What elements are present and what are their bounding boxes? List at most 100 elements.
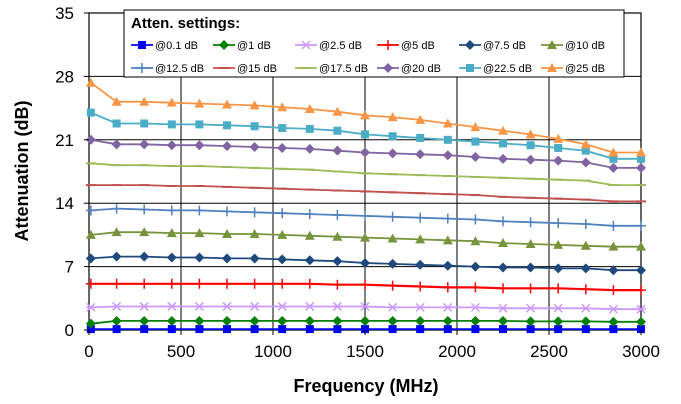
series-0-point-15 xyxy=(499,325,507,334)
series-9-point-14 xyxy=(470,152,481,163)
series-0-point-19 xyxy=(609,325,618,334)
series-2-point-0 xyxy=(85,302,96,312)
y-tick-label-2: 14 xyxy=(55,194,74,213)
series-5-point-7 xyxy=(277,229,288,239)
series-5-point-3 xyxy=(166,228,177,238)
series-10-point-18 xyxy=(581,146,590,155)
series-5-point-10 xyxy=(360,232,370,242)
series-9-point-4 xyxy=(194,140,205,151)
series-1-point-9 xyxy=(332,315,343,326)
series-1-point-11 xyxy=(387,315,398,326)
series-3-point-1 xyxy=(111,278,122,289)
series-5-point-4 xyxy=(194,228,205,238)
series-9-point-1 xyxy=(111,139,122,150)
series-3-point-9 xyxy=(332,279,343,290)
legend-label-5: @10 dB xyxy=(565,40,605,52)
series-10-point-12 xyxy=(416,133,425,142)
series-3-point-14 xyxy=(470,282,481,293)
series-2-point-12 xyxy=(415,302,426,312)
series-11-point-1 xyxy=(111,96,122,106)
y-tick-label-5: 35 xyxy=(55,4,74,23)
legend-item-1: @1 dB xyxy=(213,40,271,52)
series-3-point-20 xyxy=(636,285,646,296)
series-6-point-12 xyxy=(415,212,426,223)
series-10 xyxy=(86,108,645,163)
legend-item-8: @17.5 dB xyxy=(295,63,368,75)
series-5-point-17 xyxy=(553,239,564,249)
series-3-point-15 xyxy=(498,283,508,294)
y-tick-label-0: 0 xyxy=(65,321,74,340)
series-10-point-3 xyxy=(167,120,176,129)
series-11-point-4 xyxy=(194,98,205,108)
series-9-point-0 xyxy=(85,134,96,145)
y-tick-label-3: 21 xyxy=(55,131,74,150)
series-6-point-2 xyxy=(139,204,150,215)
series-3-point-5 xyxy=(222,278,232,289)
series-11-point-2 xyxy=(139,96,150,106)
series-6 xyxy=(85,203,646,231)
series-0-point-8 xyxy=(305,325,314,334)
series-6-point-13 xyxy=(442,213,453,224)
series-0-point-17 xyxy=(554,325,563,334)
legend-label-11: @25 dB xyxy=(565,63,605,75)
series-4-point-11 xyxy=(387,258,398,269)
x-tick-label-6: 3000 xyxy=(622,342,660,361)
x-axis-ticks: 0 500 1000 1500 2000 2500 3000 xyxy=(84,330,660,361)
series-6-point-14 xyxy=(470,214,481,225)
series-11 xyxy=(85,77,646,157)
series-10-point-7 xyxy=(278,124,287,133)
series-5 xyxy=(85,227,646,251)
series-10-point-19 xyxy=(609,154,618,163)
series-3-point-7 xyxy=(277,278,288,289)
series-1-point-13 xyxy=(442,315,453,326)
series-11-point-11 xyxy=(387,112,398,122)
legend-label-10: @22.5 dB xyxy=(483,63,532,75)
series-11-point-13 xyxy=(442,118,453,128)
series-11-point-14 xyxy=(470,122,481,132)
series-6-point-18 xyxy=(580,219,591,230)
series-5-point-16 xyxy=(525,238,536,248)
series-2-point-6 xyxy=(249,301,260,311)
series-0-point-0 xyxy=(86,325,95,334)
series-5-point-9 xyxy=(332,231,343,241)
legend-item-10: @22.5 dB xyxy=(459,63,532,75)
y-axis-title: Attenuation (dB) xyxy=(12,101,32,242)
legend-marker-3 xyxy=(383,40,393,50)
series-5-point-5 xyxy=(222,228,232,238)
legend-item-4: @7.5 dB xyxy=(459,40,526,52)
series-0-point-20 xyxy=(637,325,645,334)
series-9-point-9 xyxy=(332,145,343,156)
series-6-point-6 xyxy=(249,207,260,218)
series-11-point-20 xyxy=(636,147,646,157)
legend-marker-2 xyxy=(301,40,311,50)
series-2-point-19 xyxy=(608,304,619,314)
legend-item-9: @20 dB xyxy=(377,63,441,75)
series-2-point-16 xyxy=(525,303,536,313)
legend-item-11: @25 dB xyxy=(541,63,605,75)
series-0-point-7 xyxy=(278,325,287,334)
x-tick-label-3: 1500 xyxy=(346,342,384,361)
series-4-point-20 xyxy=(636,265,646,276)
series-1-point-18 xyxy=(580,316,591,327)
series-0-point-9 xyxy=(333,325,342,334)
series-3-point-16 xyxy=(525,283,536,294)
series-6-point-4 xyxy=(194,205,205,216)
series-5-point-20 xyxy=(636,241,646,251)
legend-marker-9 xyxy=(383,63,393,73)
series-11-point-10 xyxy=(360,110,370,120)
series-2-point-2 xyxy=(139,301,150,311)
legend-marker-10 xyxy=(466,64,474,72)
legend-marker-4 xyxy=(465,40,475,50)
series-2-point-14 xyxy=(470,302,481,312)
series-6-point-8 xyxy=(304,209,315,220)
series-6-point-19 xyxy=(608,220,619,231)
legend-marker-11 xyxy=(547,63,557,72)
legend-label-1: @1 dB xyxy=(237,40,271,52)
series-9-point-16 xyxy=(525,154,536,165)
series-5-point-11 xyxy=(387,233,398,243)
series-4-point-3 xyxy=(166,252,177,263)
series-5-point-13 xyxy=(442,235,453,245)
series-4-point-5 xyxy=(222,253,232,264)
series-2-point-4 xyxy=(194,301,205,311)
series-10-point-10 xyxy=(361,130,369,139)
